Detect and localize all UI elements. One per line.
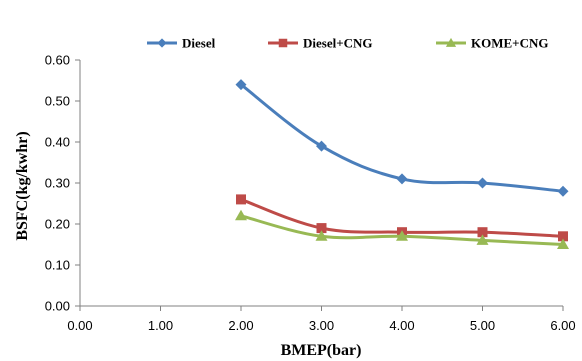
x-tick-label: 2.00 — [228, 318, 253, 333]
data-point-kome-cng — [315, 230, 328, 241]
y-tick-label: 0.00 — [45, 299, 70, 314]
series-kome-cng — [235, 209, 569, 249]
y-tick-label: 0.40 — [45, 135, 70, 150]
series-layer — [235, 79, 569, 249]
series-diesel — [235, 79, 569, 197]
legend-swatch-marker — [445, 37, 457, 47]
data-point-kome-cng — [396, 230, 408, 241]
legend: Diesel Diesel+CNG KOME+CNG — [147, 36, 548, 51]
y-tick-label: 0.30 — [45, 176, 70, 191]
data-point-kome-cng — [235, 209, 247, 221]
data-point-diesel — [477, 177, 488, 189]
legend-label: Diesel+CNG — [303, 36, 373, 51]
legend-item-diesel: Diesel — [147, 36, 216, 51]
legend-label: KOME+CNG — [471, 36, 548, 51]
data-point-kome-cng — [557, 238, 569, 249]
data-point-diesel — [316, 140, 327, 152]
data-point-diesel-cng — [316, 223, 327, 234]
y-tick-label: 0.50 — [45, 94, 70, 109]
x-tick-label: 6.00 — [550, 318, 575, 333]
data-point-diesel-cng — [558, 231, 568, 242]
x-tick-label: 0.00 — [67, 318, 92, 333]
x-axis-label: BMEP(bar) — [281, 342, 362, 359]
data-point-diesel-cng — [477, 227, 488, 238]
data-point-diesel — [235, 79, 247, 91]
y-ticks: 0.00 0.10 0.20 0.30 0.40 0.50 0.60 — [45, 53, 80, 314]
data-point-diesel — [557, 185, 569, 197]
legend-item-kome-cng: KOME+CNG — [436, 36, 548, 51]
y-tick-label: 0.20 — [45, 217, 70, 232]
x-tick-label: 5.00 — [470, 318, 495, 333]
x-tick-label: 1.00 — [148, 318, 173, 333]
y-tick-label: 0.60 — [45, 53, 70, 68]
legend-swatch-marker — [278, 38, 288, 48]
data-point-kome-cng — [476, 234, 489, 245]
legend-swatch-marker — [157, 38, 167, 48]
data-point-diesel — [396, 173, 408, 185]
data-point-diesel-cng — [236, 194, 246, 205]
legend-item-diesel-cng: Diesel+CNG — [268, 36, 373, 51]
x-tick-label: 4.00 — [389, 318, 414, 333]
x-tick-label: 3.00 — [309, 318, 334, 333]
x-ticks: 0.00 1.00 2.00 3.00 4.00 5.00 6.00 — [67, 306, 576, 333]
y-tick-label: 0.10 — [45, 258, 70, 273]
legend-label: Diesel — [182, 36, 216, 51]
y-axis-label: BSFC(kg/kwhr) — [14, 131, 31, 240]
